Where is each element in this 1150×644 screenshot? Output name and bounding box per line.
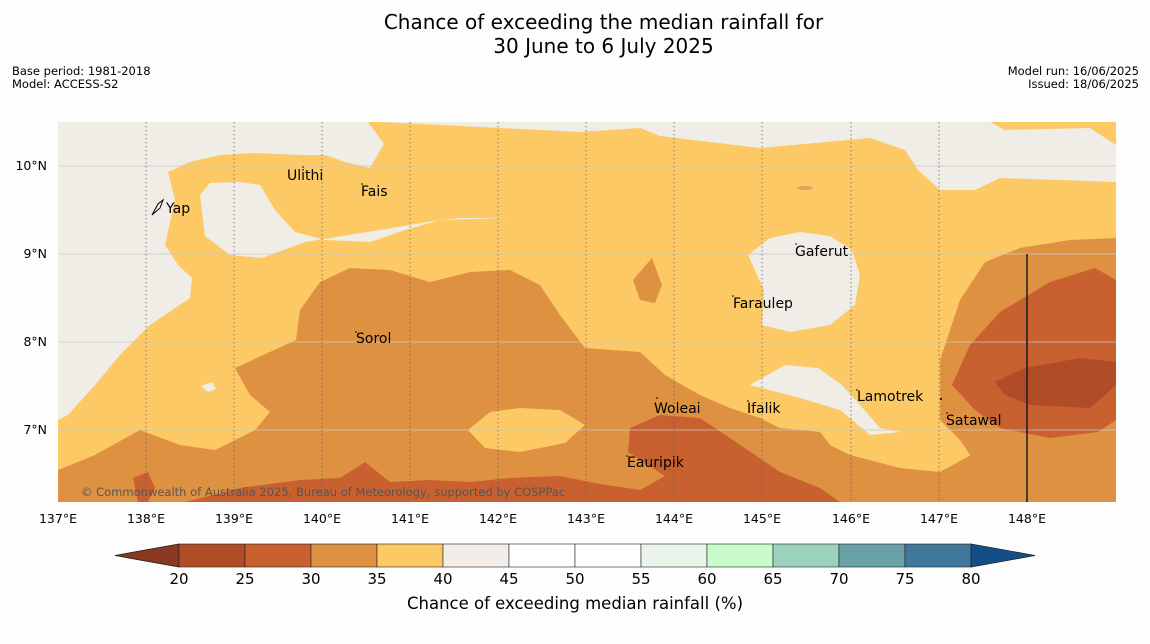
colorbar-tick-label: 70 (829, 570, 848, 588)
colorbar: 20 25 30 35 40 45 50 55 60 65 70 75 80 (114, 543, 1036, 588)
longitude-label: 143°E (567, 511, 605, 526)
colorbar-swatch (838, 543, 906, 568)
colorbar-tick-label: 30 (301, 570, 320, 588)
chart-title: Chance of exceeding the median rainfall … (0, 10, 1150, 58)
colorbar-tick-label: 65 (763, 570, 782, 588)
place-label: Sorol (356, 331, 391, 347)
colorbar-tick-label: 75 (895, 570, 914, 588)
copyright-text: © Commonwealth of Australia 2025, Bureau… (81, 485, 565, 499)
longitude-label: 138°E (127, 511, 165, 526)
map-area: © Commonwealth of Australia 2025, Bureau… (58, 122, 1116, 502)
title-line-2: 30 June to 6 July 2025 (493, 34, 714, 58)
model-run-text: Model run: 16/06/2025 (1007, 64, 1139, 78)
longitude-label: 137°E (39, 511, 77, 526)
colorbar-swatch (310, 543, 378, 568)
longitude-label: 147°E (920, 511, 958, 526)
latitude-label: 8°N (23, 334, 47, 349)
yap-island (151, 198, 165, 216)
band-30-35-central (58, 268, 1116, 502)
longitude-label: 140°E (303, 511, 341, 526)
base-period-text: Base period: 1981-2018 (12, 64, 151, 78)
longitude-label: 144°E (655, 511, 693, 526)
colorbar-tick-label: 20 (169, 570, 188, 588)
latitude-label: 9°N (23, 246, 47, 261)
longitude-labels: 137°E 138°E 139°E 140°E 141°E 142°E 143°E 144°E… (39, 511, 1046, 526)
colorbar-tick-label: 45 (499, 570, 518, 588)
colorbar-tick-label: 55 (631, 570, 650, 588)
band-25-30-speck (133, 472, 155, 502)
colorbar-low-extend (114, 543, 180, 568)
colorbar-swatch (574, 543, 642, 568)
colorbar-swatch (904, 543, 972, 568)
place-label: Ulithi (287, 168, 323, 184)
meta-left: Base period: 1981-2018 Model: ACCESS-S2 (12, 65, 151, 91)
colorbar-label: Chance of exceeding median rainfall (%) (406, 594, 744, 613)
colorbar-tick-label: 80 (961, 570, 980, 588)
latitude-label: 10°N (15, 158, 47, 173)
colorbar-tick-label: 60 (697, 570, 716, 588)
band-25-30-south (185, 415, 840, 502)
title-line-1: Chance of exceeding the median rainfall … (383, 10, 824, 34)
model-text: Model: ACCESS-S2 (12, 77, 119, 91)
place-label: Yap (165, 201, 190, 217)
colorbar-tick-label: 35 (367, 570, 386, 588)
longitude-label: 142°E (479, 511, 517, 526)
latitude-labels: 10°N 9°N 8°N 7°N (15, 158, 47, 437)
islet-marker (797, 186, 813, 190)
band-40-45-north (200, 122, 1116, 258)
issued-text: Issued: 18/06/2025 (1028, 77, 1139, 91)
place-label: Fais (361, 184, 388, 200)
colorbar-swatch (640, 543, 708, 568)
colorbar-tick-label: 25 (235, 570, 254, 588)
longitude-label: 141°E (391, 511, 429, 526)
band-40-45-speck (201, 382, 216, 392)
place-label: Lamotrek (857, 389, 924, 405)
latitude-label: 7°N (23, 422, 47, 437)
colorbar-swatch (178, 543, 246, 568)
place-label: Satawal (946, 413, 1001, 429)
place-label: Ifalik (747, 401, 781, 417)
colorbar-tick-label: 50 (565, 570, 584, 588)
band-40-45-sw (58, 320, 90, 362)
colorbar-swatch (244, 543, 312, 568)
meta-right: Model run: 16/06/2025 Issued: 18/06/2025 (1008, 65, 1139, 91)
colorbar-swatch (508, 543, 576, 568)
place-label: Faraulep (733, 296, 793, 312)
longitude-label: 139°E (215, 511, 253, 526)
longitude-label: 148°E (1008, 511, 1046, 526)
colorbar-swatch (706, 543, 774, 568)
lon-gridlines (145, 122, 940, 502)
colorbar-swatch (442, 543, 510, 568)
band-20-25-east (995, 358, 1116, 408)
longitude-label: 145°E (743, 511, 781, 526)
place-label: Gaferut (795, 244, 849, 260)
longitude-label: 146°E (832, 511, 870, 526)
place-label: Eauripik (627, 455, 685, 471)
place-label: Woleai (654, 401, 701, 417)
band-30-35-small (633, 258, 662, 303)
colorbar-tick-label: 40 (433, 570, 452, 588)
colorbar-swatch (772, 543, 840, 568)
place-dots (302, 166, 948, 457)
place-labels: Yap Ulithi Fais Sorol Gaferut Faraulep Woleai I… (165, 168, 1001, 471)
band-40-45-west (58, 122, 384, 420)
colorbar-swatch (376, 543, 444, 568)
colorbar-high-extend (970, 543, 1036, 568)
band-40-45-lamotrek (750, 365, 900, 435)
band-40-45-gaferut (748, 232, 860, 332)
